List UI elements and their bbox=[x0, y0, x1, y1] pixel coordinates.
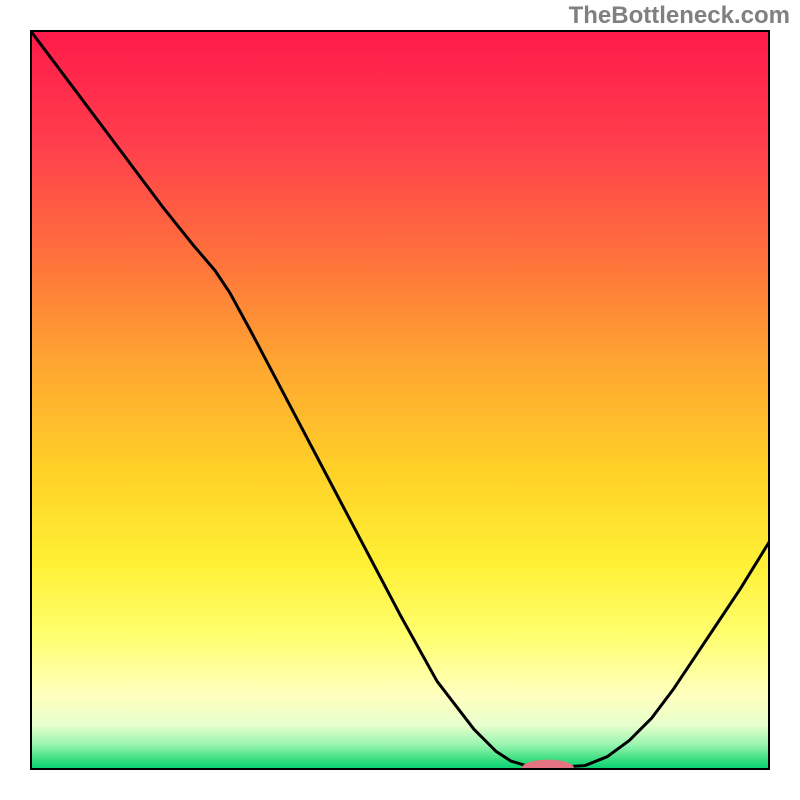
chart-container: TheBottleneck.com bbox=[0, 0, 800, 800]
watermark-text: TheBottleneck.com bbox=[569, 2, 790, 30]
bottleneck-curve bbox=[30, 30, 770, 767]
chart-overlay bbox=[30, 30, 770, 770]
plot-border bbox=[30, 30, 770, 770]
plot-area bbox=[30, 30, 770, 770]
